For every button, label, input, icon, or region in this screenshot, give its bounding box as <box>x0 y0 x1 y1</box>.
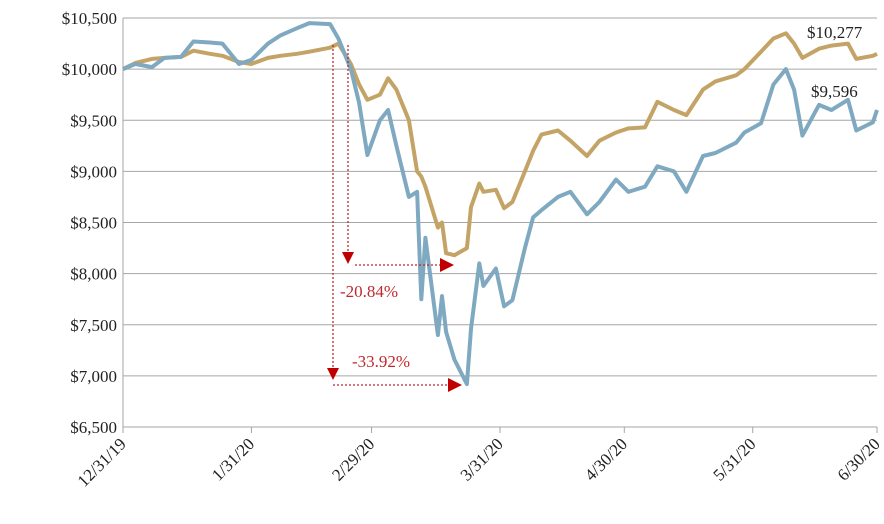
y-tick-label: $9,500 <box>70 111 117 130</box>
y-tick-label: $7,000 <box>70 367 117 386</box>
series-line <box>122 31 878 258</box>
x-tick-label: 4/30/20 <box>581 434 631 484</box>
x-tick-label: 6/30/20 <box>834 434 884 484</box>
y-tick-label: $9,000 <box>70 162 117 181</box>
end-label: $9,596 <box>811 82 858 101</box>
y-tick-label: $6,500 <box>70 418 117 437</box>
drawdown-arrows <box>327 45 462 392</box>
arrow-head <box>448 378 462 392</box>
arrow-head <box>327 368 339 380</box>
y-tick-label: $8,500 <box>70 214 117 233</box>
arrow-head <box>342 252 354 264</box>
y-tick-label: $7,500 <box>70 316 117 335</box>
annotation: -20.84% <box>340 282 398 301</box>
x-tick-label: 12/31/19 <box>74 434 130 490</box>
x-tick-label: 5/31/20 <box>709 434 759 484</box>
y-tick-label: $10,500 <box>62 9 117 28</box>
grid-layer <box>122 17 878 433</box>
y-tick-label: $10,000 <box>62 60 117 79</box>
x-tick-label: 2/29/20 <box>328 434 378 484</box>
y-tick-label: $8,000 <box>70 265 117 284</box>
annotation: -33.92% <box>352 352 410 371</box>
x-tick-label: 3/31/20 <box>457 434 507 484</box>
end-label: $10,277 <box>807 23 863 42</box>
x-tick-label: 1/31/20 <box>208 434 258 484</box>
series-line <box>122 21 879 387</box>
arrow-head <box>440 258 454 272</box>
lines-layer <box>122 21 879 387</box>
